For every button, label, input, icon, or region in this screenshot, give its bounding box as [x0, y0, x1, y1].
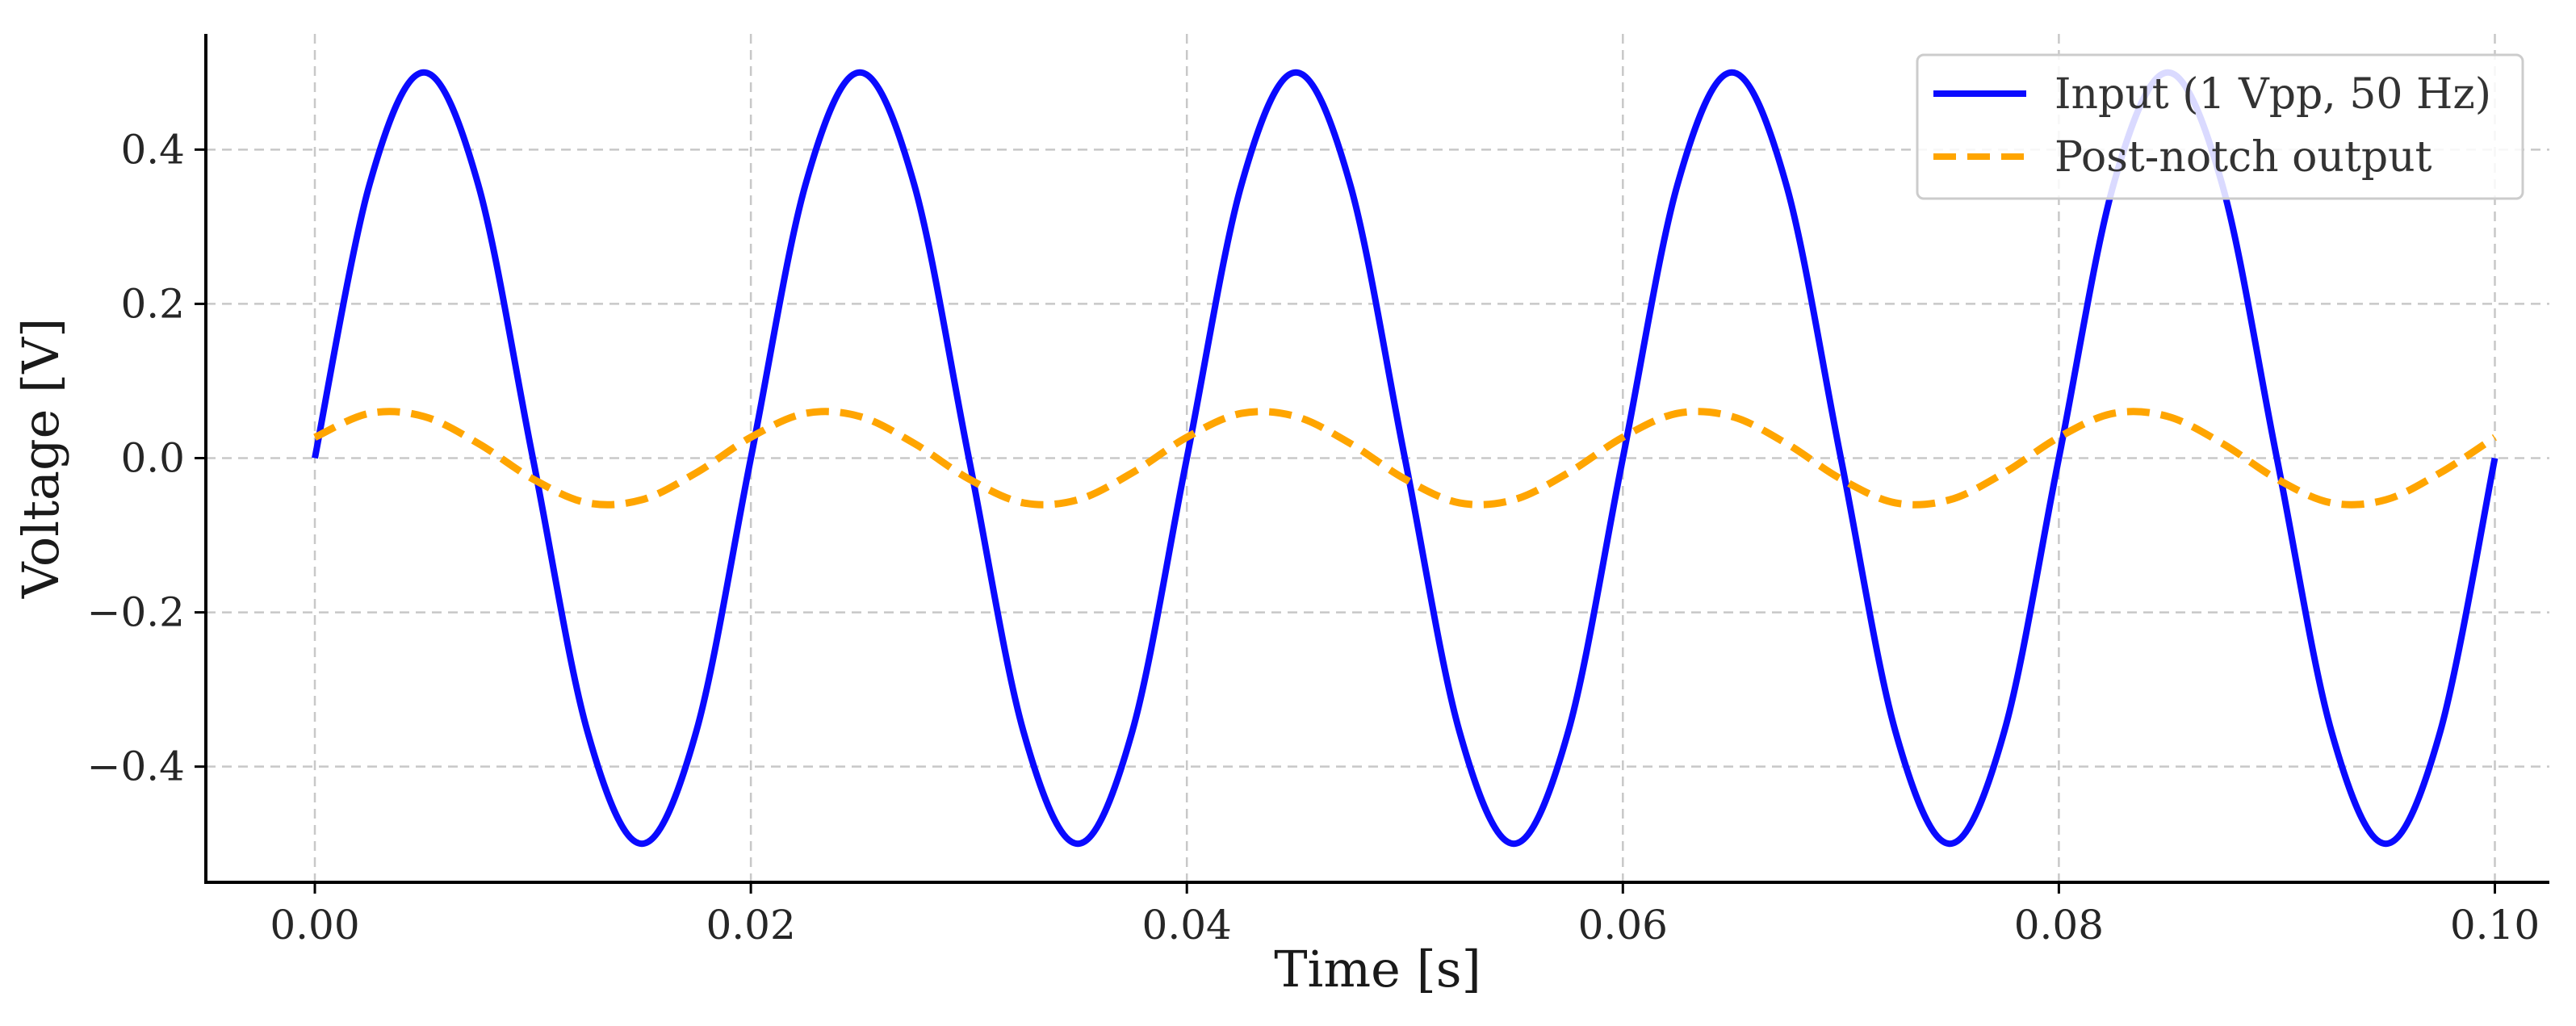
y-tick-label: 0.4: [120, 126, 185, 173]
y-tick-label: 0.0: [120, 435, 185, 482]
axis-spines: [204, 34, 2549, 884]
legend-label-output: Post-notch output: [2055, 133, 2432, 182]
x-axis-label: Time [s]: [1274, 940, 1481, 999]
y-axis-ticks: −0.4 −0.2 0.0 0.2 0.4: [87, 126, 206, 790]
x-axis-ticks: 0.00 0.02 0.04 0.06 0.08 0.10: [270, 882, 2540, 949]
y-tick-label: 0.2: [120, 280, 185, 327]
x-tick-label: 0.10: [2450, 902, 2540, 949]
y-tick-label: −0.4: [87, 743, 185, 790]
series-line-output: [313, 408, 2497, 509]
legend-box: [1916, 53, 2524, 200]
x-tick-label: 0.06: [1578, 902, 1668, 949]
legend: Input (1 Vpp, 50 Hz) Post-notch output: [1916, 53, 2524, 200]
x-tick-label: 0.08: [2014, 902, 2104, 949]
y-axis-label: Voltage [V]: [11, 318, 70, 599]
axes: [204, 34, 2549, 884]
legend-label-input: Input (1 Vpp, 50 Hz): [2055, 70, 2491, 119]
x-tick-label: 0.04: [1142, 902, 1232, 949]
x-tick-label: 0.00: [270, 902, 359, 949]
x-tick-label: 0.02: [706, 902, 795, 949]
y-tick-label: −0.2: [87, 589, 185, 636]
